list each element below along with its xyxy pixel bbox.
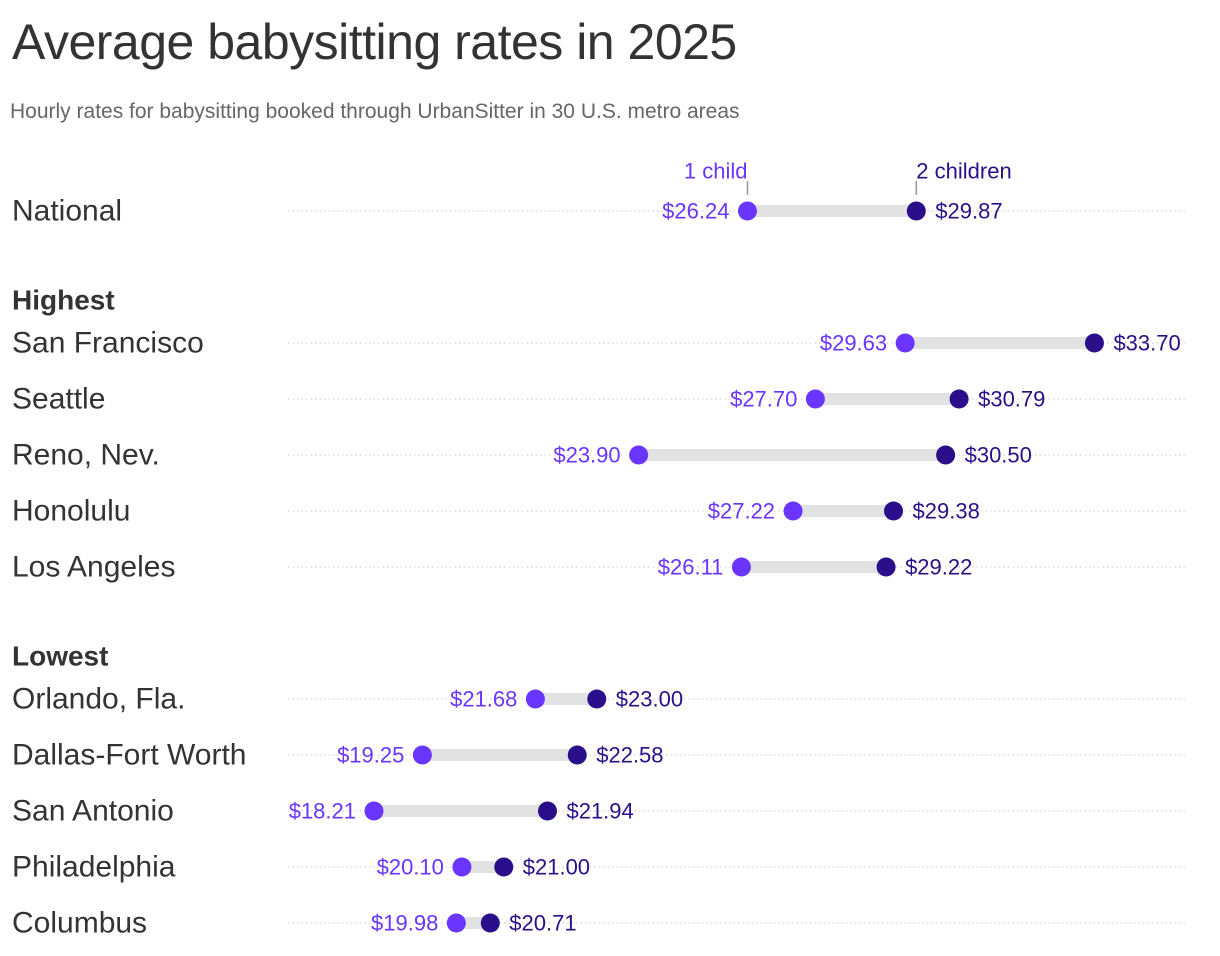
two-children-dot [884,501,904,521]
one-child-value-label: $19.98 [371,911,438,936]
range-bar [461,861,504,873]
one-child-value-label: $29.63 [820,331,887,356]
two-children-dot [537,801,557,821]
one-child-value-label: $23.90 [553,443,620,468]
two-children-dot [587,689,607,709]
one-child-dot [783,501,803,521]
two-children-value-label: $33.70 [1113,331,1180,356]
row-label: San Antonio [12,795,174,828]
row-label: San Francisco [12,327,204,360]
row-label: Honolulu [12,495,130,528]
two-children-value-label: $30.50 [965,443,1032,468]
group-heading: Lowest [12,641,108,672]
one-child-value-label: $26.11 [658,555,724,580]
legend-label-one-child: 1 child [684,159,748,184]
row-label: Columbus [12,907,147,940]
two-children-dot [949,389,969,409]
two-children-value-label: $23.00 [616,687,683,712]
one-child-value-label: $21.68 [450,687,517,712]
two-children-dot [494,857,514,877]
row-label: Reno, Nev. [12,439,160,472]
one-child-dot [412,745,432,765]
two-children-dot [1084,333,1104,353]
two-children-value-label: $30.79 [978,387,1045,412]
two-children-value-label: $21.94 [566,799,633,824]
group-heading: Highest [12,285,115,316]
one-child-value-label: $26.24 [662,199,729,224]
range-bar [374,805,548,817]
one-child-dot [525,689,545,709]
range-bar [905,337,1095,349]
one-child-value-label: $19.25 [337,743,404,768]
two-children-dot [906,201,926,221]
chart-title: Average babysitting rates in 2025 [12,14,737,70]
two-children-value-label: $29.22 [905,555,972,580]
range-bar [638,449,946,461]
two-children-dot [936,445,956,465]
range-bar [747,205,917,217]
two-children-dot [876,557,896,577]
row-label: Seattle [12,383,105,416]
one-child-value-label: $27.22 [708,499,775,524]
one-child-dot [895,333,915,353]
row-label: Los Angeles [12,551,175,584]
one-child-dot [805,389,825,409]
row-label: Philadelphia [12,851,176,884]
chart-subtitle: Hourly rates for babysitting booked thro… [10,100,740,123]
one-child-dot [629,445,649,465]
one-child-value-label: $27.70 [730,387,797,412]
range-bar [422,749,578,761]
one-child-dot [452,857,472,877]
range-bar [815,393,960,405]
one-child-dot [737,201,757,221]
one-child-value-label: $20.10 [377,855,444,880]
two-children-value-label: $20.71 [509,911,576,936]
row-label: National [12,195,122,228]
range-bar [793,505,894,517]
two-children-value-label: $29.38 [913,499,980,524]
one-child-value-label: $18.21 [289,799,356,824]
one-child-dot [364,801,384,821]
two-children-value-label: $29.87 [935,199,1002,224]
one-child-dot [446,913,466,933]
two-children-dot [480,913,500,933]
range-bar [535,693,597,705]
one-child-dot [731,557,751,577]
row-label: Dallas-Fort Worth [12,739,247,772]
range-bar [741,561,887,573]
two-children-dot [567,745,587,765]
legend-label-two-children: 2 children [916,159,1011,184]
two-children-value-label: $21.00 [523,855,590,880]
row-label: Orlando, Fla. [12,683,185,716]
two-children-value-label: $22.58 [596,743,663,768]
